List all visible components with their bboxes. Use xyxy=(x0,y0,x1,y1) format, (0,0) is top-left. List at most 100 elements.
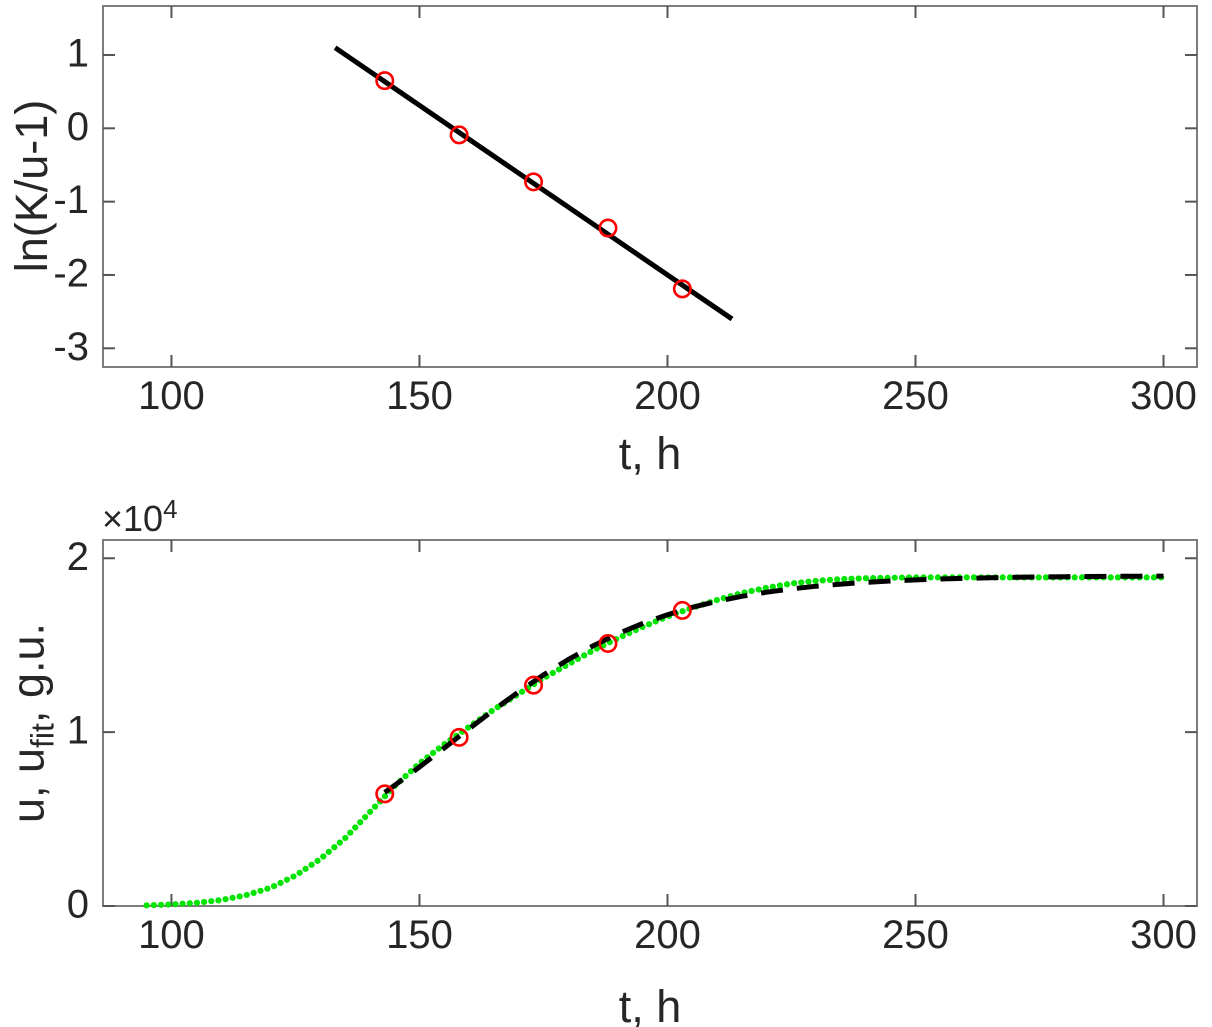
u-model-curve-dot xyxy=(783,581,791,588)
top-y-tick-label: -1 xyxy=(53,178,89,222)
u-model-curve-dot xyxy=(970,574,978,581)
exponent-power: 4 xyxy=(163,494,178,524)
u-model-curve-dot xyxy=(342,834,349,842)
u-model-curve-dot xyxy=(963,574,970,581)
exponent-base: ×10 xyxy=(102,498,164,539)
top-x-tick-label: 300 xyxy=(1130,374,1197,418)
u-model-curve-dot xyxy=(1042,574,1050,581)
linearized-data-points-marker xyxy=(449,125,469,145)
u-model-curve-dot xyxy=(290,873,297,880)
bottom-ylabel-prefix: u, u xyxy=(2,747,54,824)
u-model-curve-dot xyxy=(841,575,848,583)
u-model-curve-dot xyxy=(362,813,369,821)
linear-fit-line xyxy=(333,45,734,322)
u-model-curve-dot xyxy=(1114,574,1122,581)
u-model-curve-dot xyxy=(186,900,193,907)
u-data-points-marker xyxy=(375,784,395,804)
top-y-tick-label: 1 xyxy=(67,32,89,76)
bottom-axes-box xyxy=(102,539,1198,907)
top-x-tick-label: 200 xyxy=(634,374,701,418)
u-model-curve-dot xyxy=(336,839,343,846)
u-model-curve-dot xyxy=(371,803,379,810)
u-model-curve-dot xyxy=(367,808,374,815)
top-xaxis-label: t, h xyxy=(618,428,682,479)
bottom-yaxis-label: u, ufit, g.u. xyxy=(3,623,62,823)
u-model-curve-dot xyxy=(352,824,359,831)
top-y-tick-label: 0 xyxy=(67,105,89,149)
u-model-curve-dot xyxy=(236,893,243,900)
u-model-curve-dot xyxy=(999,574,1006,581)
bottom-ylabel-subscript: fit xyxy=(24,723,61,748)
u-model-curve-dot xyxy=(755,586,762,593)
u-model-curve-dot xyxy=(762,584,769,592)
u-model-curve-dot xyxy=(748,587,755,595)
u-model-curve-dot xyxy=(518,688,526,695)
bottom-x-tick-label: 250 xyxy=(882,913,949,957)
u-model-curve-dot xyxy=(201,898,208,906)
u-model-curve-dot xyxy=(934,574,942,581)
u-model-curve-dot xyxy=(465,724,472,731)
u-model-curve-dot xyxy=(791,580,798,587)
u-model-curve-dot xyxy=(172,901,179,908)
bottom-y-tick-label: 1 xyxy=(67,709,89,753)
top-x-tick-label: 250 xyxy=(882,374,949,418)
u-model-curve-dot xyxy=(296,869,303,876)
u-model-curve-dot xyxy=(157,901,165,908)
u-model-curve-dot xyxy=(283,876,291,883)
u-model-curve-dot xyxy=(1107,574,1114,581)
bottom-x-tick-label: 300 xyxy=(1130,913,1197,957)
linearized-data-points-marker xyxy=(375,71,395,91)
u-model-curve-dot xyxy=(769,583,776,590)
u-fit-curve xyxy=(383,573,1164,795)
bottom-x-tick-label: 100 xyxy=(138,913,205,957)
u-model-curve-dot xyxy=(407,768,415,775)
bottom-y-tick-label: 2 xyxy=(67,535,89,579)
u-model-curve-dot xyxy=(798,579,805,586)
u-model-curve-dot xyxy=(1006,574,1014,581)
u-model-curve-dot xyxy=(679,608,686,615)
u-model-curve-dot xyxy=(308,861,315,868)
u-model-curve-dot xyxy=(208,898,215,905)
u-model-curve-dot xyxy=(347,829,354,836)
u-model-curve-dot xyxy=(848,575,855,582)
u-model-curve-dot xyxy=(720,595,727,602)
u-model-curve-dot xyxy=(898,574,906,581)
u-model-curve-dot xyxy=(357,819,364,826)
u-model-curve-dot xyxy=(435,745,442,752)
u-model-curve-dot xyxy=(494,704,501,711)
bottom-x-tick-label: 150 xyxy=(386,913,453,957)
u-model-curve-dot xyxy=(193,899,201,906)
u-model-curve-dot xyxy=(264,885,271,892)
u-model-curve-dot xyxy=(143,902,150,909)
top-axes-box xyxy=(102,5,1198,368)
top-x-tick-label: 100 xyxy=(138,374,205,418)
linearized-data-points-marker xyxy=(598,218,618,238)
u-model-curve-dot xyxy=(819,577,826,584)
u-model-curve-dot xyxy=(314,857,321,864)
u-model-curve-dot xyxy=(549,669,556,677)
u-model-curve-dot xyxy=(331,844,338,851)
u-model-curve-dot xyxy=(430,749,437,757)
linearized-data-points-marker xyxy=(524,172,544,192)
u-model-curve-dot xyxy=(1150,574,1158,581)
u-model-curve-dot xyxy=(891,574,898,581)
u-model-curve-dot xyxy=(302,865,309,872)
u-model-curve-dot xyxy=(834,576,841,583)
u-model-curve-dot xyxy=(581,652,588,659)
top-y-tick-label: -2 xyxy=(53,252,89,296)
top-x-tick-label: 150 xyxy=(386,374,453,418)
bottom-xaxis-label: t, h xyxy=(618,981,682,1027)
u-data-points-marker xyxy=(672,600,692,620)
u-model-curve-dot xyxy=(150,901,157,909)
u-model-curve-dot xyxy=(243,891,250,899)
u-model-curve-dot xyxy=(619,632,626,640)
u-model-curve-dot xyxy=(165,901,172,908)
bottom-y-tick-label: 0 xyxy=(67,883,89,927)
u-model-curve-dot xyxy=(855,575,862,582)
top-yaxis-label: ln(K/u-1) xyxy=(6,99,57,273)
u-model-curve-dot xyxy=(381,793,389,800)
u-model-curve-dot xyxy=(1078,574,1086,581)
bottom-yaxis-exponent: ×104 xyxy=(102,494,178,540)
u-model-curve-dot xyxy=(555,666,563,673)
